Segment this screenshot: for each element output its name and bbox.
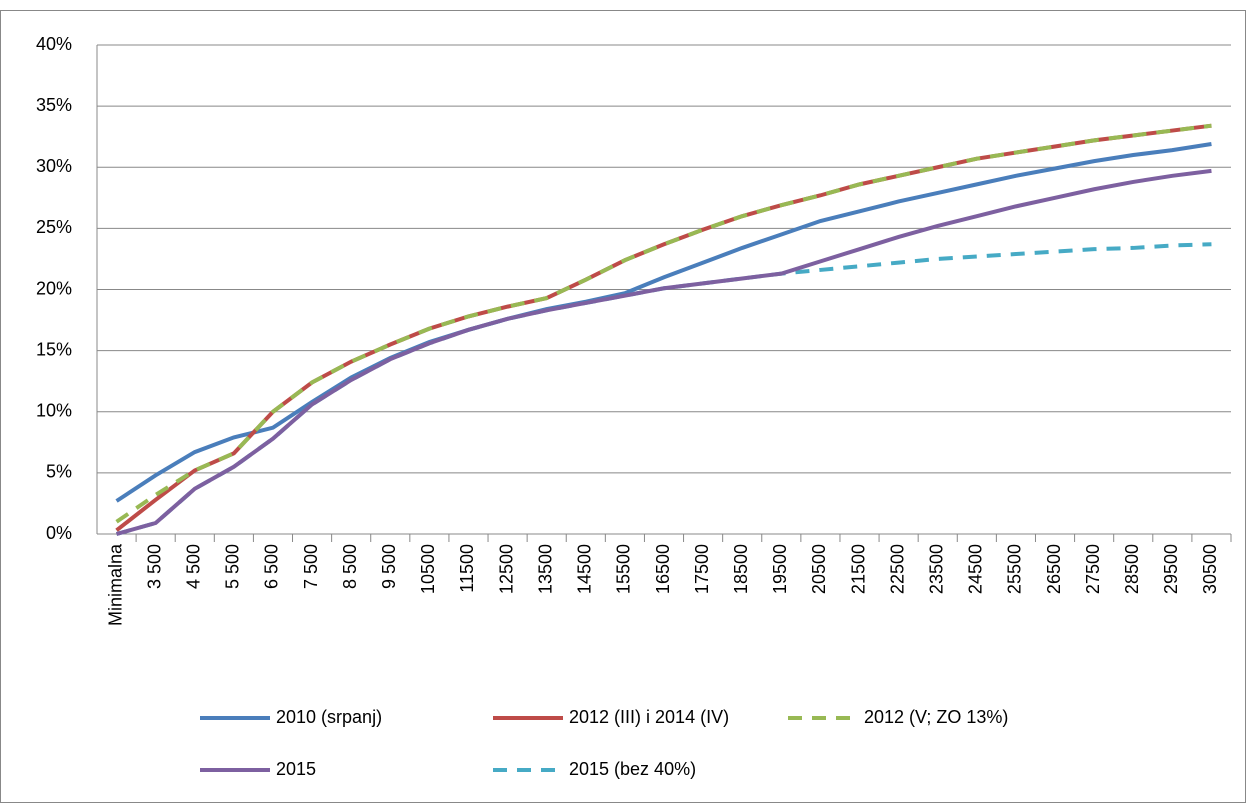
series-line <box>115 123 1212 532</box>
y-tick-label: 15% <box>36 339 72 359</box>
x-tick-label: 28500 <box>1122 544 1142 594</box>
x-tick-label: 6 500 <box>262 544 282 589</box>
legend-label: 2012 (III) i 2014 (IV) <box>569 707 729 727</box>
x-tick-label: 15500 <box>614 544 634 594</box>
y-tick-label: 30% <box>36 156 72 176</box>
x-tick-label: 20500 <box>809 544 829 594</box>
y-tick-label: 35% <box>36 95 72 115</box>
x-tick-label: 11500 <box>457 544 477 593</box>
x-tick-label: 19500 <box>770 544 790 594</box>
x-tick-label: 27500 <box>1083 544 1103 594</box>
y-tick-label: 10% <box>36 401 72 421</box>
x-tick-label: 30500 <box>1200 544 1220 594</box>
y-tick-label: 0% <box>46 523 72 543</box>
x-tick-label: 26500 <box>1044 544 1064 594</box>
y-tick-label: 20% <box>36 278 72 298</box>
x-tick-label: 7 500 <box>301 544 321 589</box>
x-tick-label: 21500 <box>848 544 868 594</box>
x-tick-label: 4 500 <box>184 544 204 589</box>
x-tick-label: 3 500 <box>144 544 164 589</box>
x-tick-label: 23500 <box>926 544 946 594</box>
x-tick-label: 24500 <box>966 544 986 594</box>
legend-label: 2010 (srpanj) <box>276 707 382 727</box>
series-line <box>115 123 1212 524</box>
x-tick-label: 5 500 <box>223 544 243 589</box>
x-tick-label: 17500 <box>692 544 712 594</box>
y-tick-label: 5% <box>46 462 72 482</box>
y-tick-label: 25% <box>36 217 72 237</box>
x-tick-label: 13500 <box>535 544 555 594</box>
x-tick-label: 9 500 <box>379 544 399 589</box>
x-tick-label: 10500 <box>418 544 438 594</box>
chart-border <box>0 10 1246 803</box>
x-tick-label: 12500 <box>496 544 516 594</box>
x-tick-label: 25500 <box>1005 544 1025 594</box>
x-tick-label: 29500 <box>1161 544 1181 594</box>
series-line <box>115 142 1212 503</box>
legend-label: 2015 (bez 40%) <box>569 759 696 779</box>
legend-label: 2015 <box>276 759 316 779</box>
legend-label: 2012 (V; ZO 13%) <box>864 707 1008 727</box>
x-tick-label: 16500 <box>653 544 673 594</box>
x-tick-label: 18500 <box>731 544 751 594</box>
y-tick-label: 40% <box>36 34 72 54</box>
x-tick-label: 22500 <box>887 544 907 594</box>
x-tick-label: Minimalna <box>105 543 125 626</box>
series-line <box>116 168 1212 536</box>
x-tick-label: 14500 <box>575 544 595 594</box>
x-tick-label: 8 500 <box>340 544 360 589</box>
